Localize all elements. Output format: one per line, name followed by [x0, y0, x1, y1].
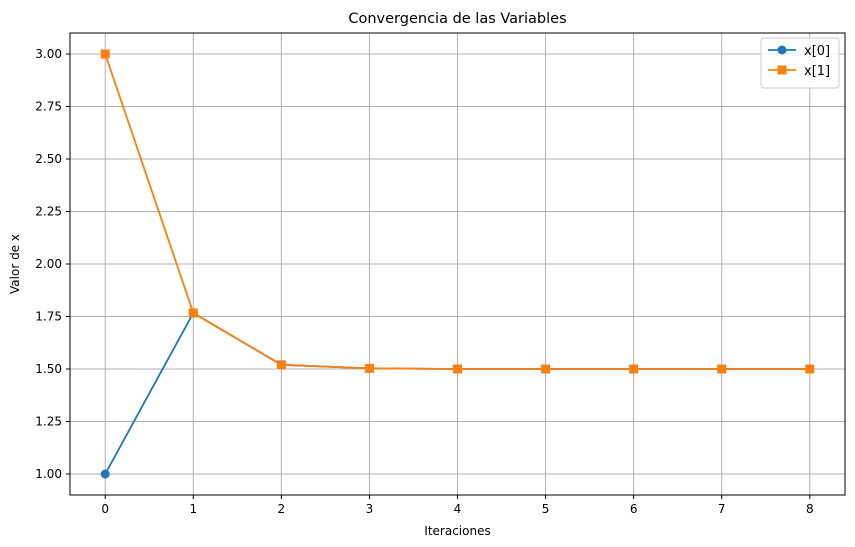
y-axis: 1.00 1.25 1.50 1.75 2.00 2.25 2.50 2.75 3.00 — [35, 47, 70, 481]
data-point — [541, 364, 551, 374]
x-tick-label: 0 — [101, 502, 109, 516]
y-tick-label: 2.75 — [35, 100, 62, 114]
series-1 — [100, 49, 815, 374]
x-tick-label: 7 — [718, 502, 726, 516]
y-tick-label: 1.25 — [35, 415, 62, 429]
y-tick-label: 3.00 — [35, 47, 62, 61]
x-tick-label: 6 — [630, 502, 638, 516]
y-tick-label: 1.75 — [35, 310, 62, 324]
data-point — [629, 364, 639, 374]
plot-area — [69, 32, 846, 496]
x-tick-label: 1 — [189, 502, 197, 516]
data-point — [100, 49, 110, 59]
data-point — [717, 364, 727, 374]
y-axis-label: Valor de x — [8, 234, 22, 294]
data-point — [805, 364, 815, 374]
legend-label: x[1] — [804, 64, 830, 79]
y-tick-label: 1.50 — [35, 362, 62, 376]
data-point — [276, 360, 286, 370]
y-tick-label: 2.50 — [35, 152, 62, 166]
x-tick-label: 2 — [278, 502, 286, 516]
grid — [70, 33, 845, 495]
x-axis: 0 1 2 3 4 5 6 7 8 — [101, 495, 814, 516]
chart-title: Convergencia de las Variables — [348, 11, 566, 27]
legend-marker — [777, 65, 787, 75]
data-point — [100, 469, 110, 479]
legend-label: x[0] — [804, 44, 830, 59]
x-tick-label: 3 — [366, 502, 374, 516]
y-tick-label: 1.00 — [35, 467, 62, 481]
data-point — [188, 308, 198, 318]
x-tick-label: 5 — [542, 502, 550, 516]
data-point — [453, 364, 462, 374]
legend: x[0] x[1] — [760, 37, 840, 89]
legend-marker — [777, 45, 787, 55]
x-tick-label: 4 — [454, 502, 462, 516]
series-layer — [100, 49, 815, 479]
data-point — [364, 363, 374, 373]
x-tick-label: 8 — [806, 502, 814, 516]
legend-items: x[0] x[1] — [768, 44, 830, 79]
y-tick-label: 2.25 — [35, 205, 62, 219]
x-axis-label: Iteraciones — [424, 524, 490, 538]
y-tick-label: 2.00 — [35, 257, 62, 271]
